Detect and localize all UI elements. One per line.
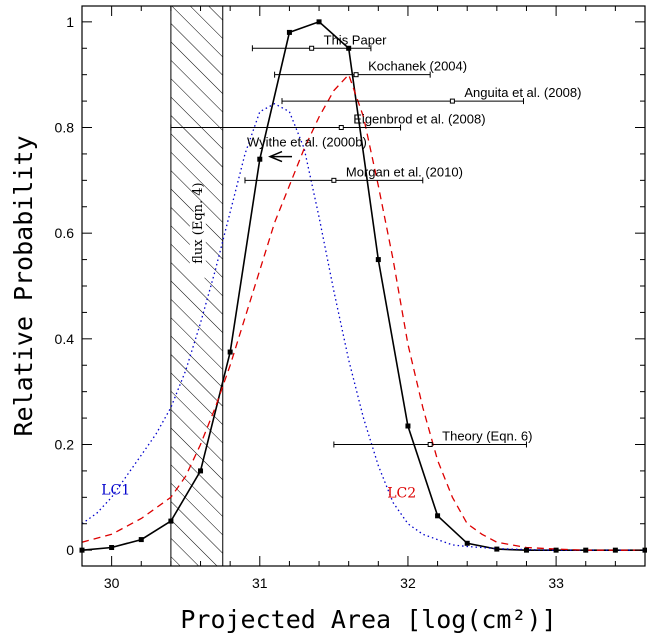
series-0-point xyxy=(612,547,618,553)
series-0-point xyxy=(138,537,144,543)
measurement-label: Theory (Eqn. 6) xyxy=(442,428,532,443)
series-0-point xyxy=(198,468,204,474)
y-tick-label: 0.2 xyxy=(55,436,75,452)
series-0-point xyxy=(257,156,263,162)
series-0-point xyxy=(286,29,292,35)
series-layer xyxy=(82,20,645,552)
y-tick-label: 0.4 xyxy=(55,331,75,347)
series-0-point xyxy=(435,513,441,519)
measurement-label: Kochanek (2004) xyxy=(368,59,467,74)
measurement-label: Anguita et al. (2008) xyxy=(464,85,581,100)
measurements-layer: This Paper Kochanek (2004) Anguita et al. … xyxy=(170,32,581,448)
series-0-point xyxy=(523,547,529,553)
hatch-label-bg xyxy=(189,211,206,278)
y-axis-title: Relative Probability xyxy=(9,135,38,436)
series-0-point xyxy=(494,546,500,552)
x-tick-label: 30 xyxy=(104,575,120,591)
series-0-point xyxy=(109,545,115,551)
series-0-point xyxy=(583,547,589,553)
series-0-point xyxy=(316,19,322,25)
hatch-fill xyxy=(170,6,223,566)
measurement-3: Eigenbrod et al. (2008) xyxy=(170,112,486,131)
hatched-flux-region: flux (Eqn. 4) xyxy=(170,6,224,566)
x-axis-title: Projected Area [log(cm²)] xyxy=(180,605,556,634)
measurement-point xyxy=(338,125,344,131)
y-tick-label: 1 xyxy=(66,14,74,30)
x-tick-label: 32 xyxy=(400,575,416,591)
measurement-0: This Paper xyxy=(251,32,388,52)
measurement-1: Kochanek (2004) xyxy=(274,59,467,78)
series-0-point xyxy=(168,518,174,524)
series-0-point xyxy=(375,257,381,263)
measurement-point xyxy=(353,72,359,78)
series-label-1: LC2 xyxy=(387,485,416,501)
y-tick-label: 0.8 xyxy=(55,120,75,136)
measurement-point xyxy=(309,45,315,51)
measurement-label: This Paper xyxy=(324,32,388,47)
hatch-label: flux (Eqn. 4) xyxy=(191,182,206,263)
series-0-point xyxy=(405,423,411,429)
series-line-2 xyxy=(82,73,645,551)
series-line-1 xyxy=(82,102,645,551)
y-tick-label: 0.6 xyxy=(55,225,75,241)
x-tick-label: 33 xyxy=(548,575,564,591)
measurement-point xyxy=(427,441,433,447)
upper-limit-label: Wyithe et al. (2000b) xyxy=(247,135,367,150)
measurement-point xyxy=(331,177,337,183)
measurement-point xyxy=(449,98,455,104)
series-line-0 xyxy=(82,20,645,552)
measurement-label: Morgan et al. (2010) xyxy=(346,164,463,179)
measurement-2: Anguita et al. (2008) xyxy=(281,85,581,105)
x-tick-label: 31 xyxy=(252,575,268,591)
measurement-4: Morgan et al. (2010) xyxy=(244,164,463,184)
series-label-0: LC1 xyxy=(101,483,130,499)
series-0-point xyxy=(464,540,470,546)
upper-limit-marker: Wyithe et al. (2000b) xyxy=(247,135,367,163)
series-0-point xyxy=(227,349,233,355)
chart-labels: 30 31 32 33 0 0.2 0.4 0.6 0.8 1 Projected Area [lo… xyxy=(9,14,564,634)
axis-ticks xyxy=(81,6,646,566)
measurement-5: Theory (Eqn. 6) xyxy=(333,428,532,448)
measurement-label: Eigenbrod et al. (2008) xyxy=(353,112,485,127)
y-tick-label: 0 xyxy=(66,542,74,558)
series-0-point xyxy=(553,547,559,553)
